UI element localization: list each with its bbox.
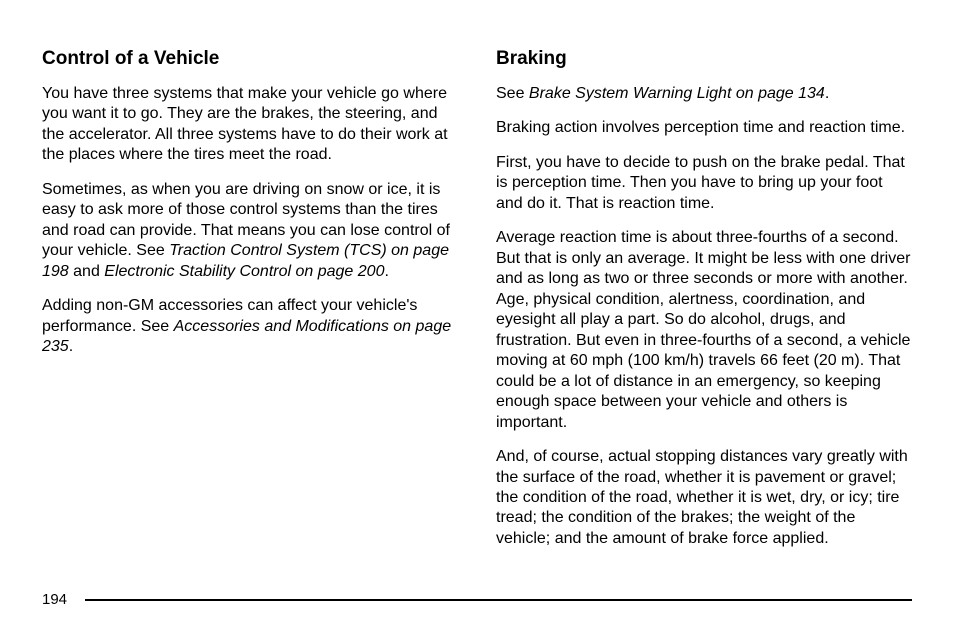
left-column: Control of a Vehicle You have three syst… (42, 48, 458, 563)
left-heading: Control of a Vehicle (42, 48, 458, 70)
two-column-layout: Control of a Vehicle You have three syst… (42, 48, 912, 563)
left-paragraph-1: You have three systems that make your ve… (42, 84, 458, 166)
right-paragraph-1: See Brake System Warning Light on page 1… (496, 84, 912, 104)
right-heading: Braking (496, 48, 912, 70)
right-paragraph-4: Average reaction time is about three-fou… (496, 228, 912, 433)
right-column: Braking See Brake System Warning Light o… (496, 48, 912, 563)
document-page: Control of a Vehicle You have three syst… (0, 0, 954, 636)
right-paragraph-5: And, of course, actual stopping distance… (496, 447, 912, 549)
page-footer: 194 (42, 591, 912, 608)
text-run: See (496, 85, 529, 102)
text-run: . (69, 338, 73, 355)
page-number: 194 (42, 591, 67, 608)
right-paragraph-3: First, you have to decide to push on the… (496, 153, 912, 214)
text-run: . (384, 263, 388, 280)
cross-reference: Electronic Stability Control on page 200 (104, 263, 384, 280)
left-paragraph-3: Adding non-GM accessories can affect you… (42, 296, 458, 357)
left-paragraph-2: Sometimes, as when you are driving on sn… (42, 180, 458, 282)
right-paragraph-2: Braking action involves perception time … (496, 118, 912, 138)
text-run: . (825, 85, 829, 102)
text-run: and (69, 263, 105, 280)
footer-rule (85, 599, 912, 601)
cross-reference: Brake System Warning Light on page 134 (529, 85, 825, 102)
